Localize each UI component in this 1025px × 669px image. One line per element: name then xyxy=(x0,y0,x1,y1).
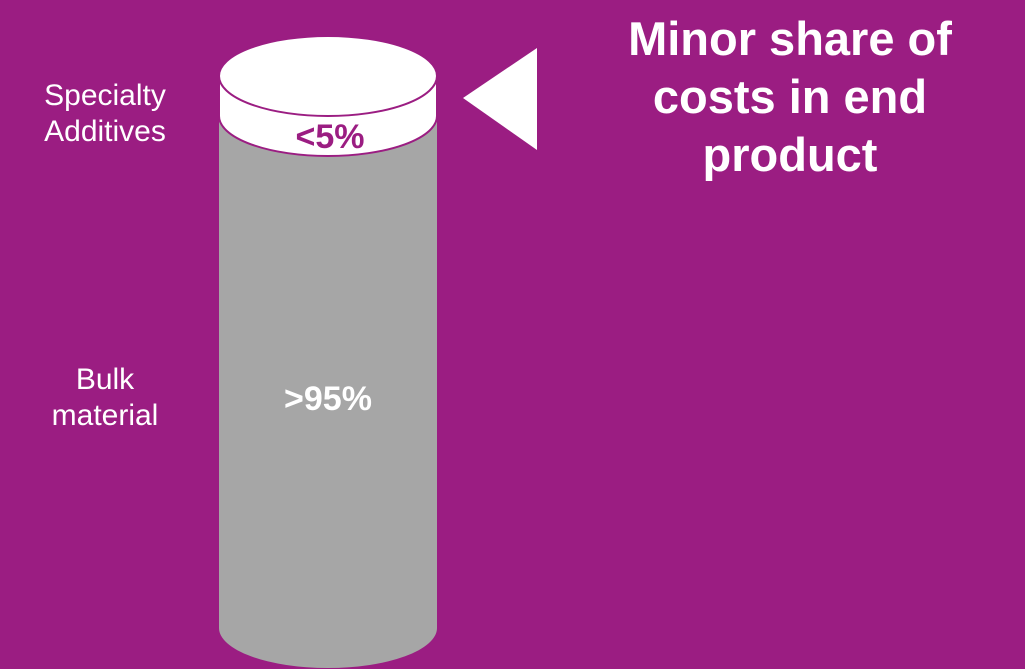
segment-boundary xyxy=(218,115,438,157)
additive-percent-label: <5% xyxy=(296,118,365,156)
headline-line3: product xyxy=(702,128,878,181)
specialty-label-line1: Specialty xyxy=(44,79,166,112)
headline: Minor share of costs in end product xyxy=(560,10,1020,184)
bulk-material-label: Bulk material xyxy=(10,362,200,434)
cylinder-top xyxy=(218,35,438,117)
bulk-percent-label: >95% xyxy=(284,380,372,418)
bulk-material-segment xyxy=(219,116,437,668)
headline-line1: Minor share of xyxy=(628,12,952,65)
headline-line2: costs in end xyxy=(652,70,928,123)
bulk-label-line2: material xyxy=(51,399,159,432)
bulk-label-line1: Bulk xyxy=(75,363,135,396)
specialty-additives-label: Specialty Additives xyxy=(10,78,200,150)
left-triangle-arrow-icon xyxy=(463,48,537,150)
specialty-label-line2: Additives xyxy=(44,115,166,148)
